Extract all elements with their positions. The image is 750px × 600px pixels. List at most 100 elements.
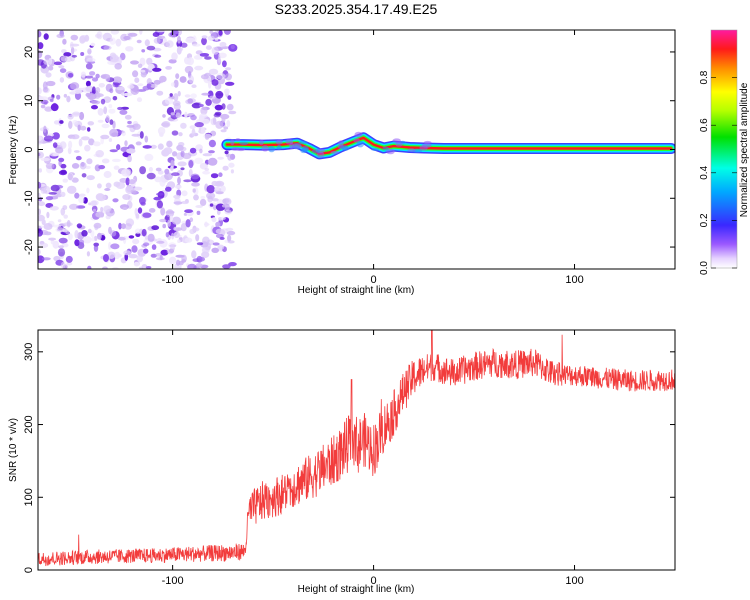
noise-speckle: [125, 46, 134, 52]
trace-halo-blob: [235, 138, 241, 142]
noise-speckle: [57, 248, 66, 257]
noise-speckle: [211, 79, 219, 86]
noise-speckle: [217, 244, 225, 250]
noise-speckle: [111, 158, 121, 163]
noise-speckle: [172, 151, 178, 157]
noise-speckle: [200, 74, 209, 80]
snr-y-label: SNR (10 * v/v): [8, 418, 19, 482]
noise-speckle: [92, 208, 97, 212]
trace-halo-blob: [354, 131, 363, 138]
colorbar-tick-label: 0.8: [699, 70, 710, 84]
noise-speckle: [108, 108, 116, 114]
noise-speckle: [210, 173, 219, 179]
noise-speckle: [127, 32, 138, 37]
noise-speckle: [133, 261, 140, 267]
noise-speckle: [103, 96, 112, 103]
noise-speckle: [199, 198, 207, 206]
noise-speckle: [136, 39, 142, 44]
noise-speckle: [69, 41, 74, 49]
noise-speckle: [180, 223, 187, 232]
noise-speckle: [134, 228, 142, 235]
noise-speckle: [38, 201, 46, 207]
trace-halo-blob: [239, 141, 249, 145]
trace-halo-blob: [231, 147, 240, 151]
noise-speckle: [142, 145, 152, 149]
noise-speckle: [201, 35, 208, 39]
noise-speckle: [213, 113, 221, 118]
noise-speckle: [76, 205, 86, 209]
noise-speckle: [86, 158, 93, 165]
snr-x-label: Height of straight line (km): [298, 584, 415, 595]
noise-speckle: [86, 57, 96, 63]
noise-speckle: [45, 162, 55, 170]
noise-speckle: [215, 191, 224, 195]
noise-speckle: [220, 129, 227, 133]
noise-speckle: [113, 165, 120, 170]
noise-speckle: [190, 173, 200, 180]
noise-speckle: [162, 223, 166, 229]
noise-speckle: [97, 194, 106, 202]
noise-speckle: [151, 244, 157, 250]
noise-speckle: [222, 264, 231, 269]
noise-speckle: [173, 79, 179, 88]
noise-speckle: [175, 259, 181, 266]
noise-speckle: [70, 82, 80, 90]
noise-speckle: [211, 46, 219, 55]
noise-speckle: [46, 211, 50, 219]
noise-speckle: [75, 155, 82, 161]
noise-speckle: [101, 123, 110, 129]
noise-speckle: [91, 100, 101, 105]
x-tick-label: 100: [565, 575, 583, 587]
noise-speckle: [124, 140, 128, 147]
y-tick-label: -20: [23, 239, 35, 255]
noise-speckle: [204, 168, 210, 171]
noise-speckle: [58, 245, 64, 249]
noise-speckle: [115, 38, 122, 47]
noise-speckle: [122, 207, 128, 210]
noise-speckle: [90, 200, 97, 207]
noise-speckle: [162, 114, 166, 118]
noise-speckle: [38, 192, 41, 199]
noise-speckle: [191, 250, 197, 259]
noise-speckle: [175, 73, 180, 79]
noise-speckle: [104, 188, 111, 191]
noise-speckle: [177, 90, 181, 97]
noise-speckle: [156, 192, 164, 196]
noise-speckle: [72, 120, 78, 125]
noise-speckle: [196, 242, 204, 246]
noise-speckle: [38, 255, 45, 264]
trace-halo-blob: [311, 149, 320, 154]
noise-speckle: [73, 150, 80, 153]
noise-speckle: [152, 67, 162, 72]
noise-speckle: [97, 119, 104, 123]
noise-speckle: [230, 44, 235, 50]
noise-speckle: [79, 111, 85, 121]
noise-speckle: [54, 184, 64, 189]
noise-speckle: [105, 182, 112, 189]
noise-speckle: [120, 106, 129, 110]
noise-speckle: [81, 173, 87, 178]
noise-speckle: [185, 37, 195, 43]
snr-x-axis: -100 0 100: [162, 330, 584, 587]
noise-speckle: [52, 142, 58, 148]
noise-speckle: [187, 98, 193, 104]
noise-speckle: [128, 254, 138, 259]
noise-speckle: [226, 230, 236, 236]
noise-speckle: [191, 84, 197, 88]
noise-speckle: [60, 55, 70, 62]
noise-speckle: [209, 95, 217, 100]
noise-speckle: [50, 103, 59, 112]
trace-halo-blob: [261, 145, 269, 152]
noise-speckle: [102, 266, 108, 269]
noise-speckle: [71, 134, 80, 140]
noise-speckle: [59, 77, 65, 83]
noise-speckle: [127, 84, 135, 89]
noise-speckle: [160, 249, 169, 256]
noise-speckle: [65, 230, 70, 235]
noise-speckle: [105, 115, 110, 123]
noise-speckle: [159, 218, 167, 223]
trace-halo-blob: [392, 138, 401, 143]
noise-speckle: [164, 97, 174, 105]
noise-speckle: [228, 110, 237, 115]
noise-speckle: [159, 178, 166, 187]
